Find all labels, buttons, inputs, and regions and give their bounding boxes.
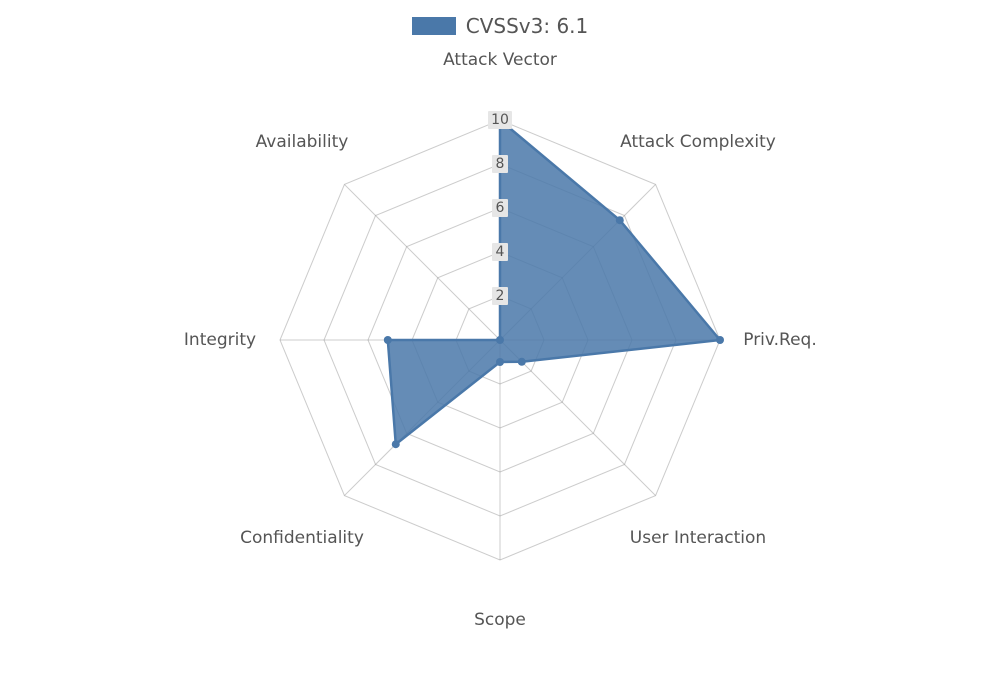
legend-swatch: [412, 17, 456, 35]
legend: CVSSv3: 6.1: [0, 14, 1000, 38]
axis-label: Priv.Req.: [743, 330, 817, 350]
axis-label: Attack Vector: [443, 50, 557, 70]
axis-label: Attack Complexity: [620, 132, 776, 152]
axis-label: User Interaction: [630, 528, 766, 548]
axis-label: Availability: [256, 132, 349, 152]
radar-chart-container: CVSSv3: 6.1 Attack Vector Attack Complexi…: [0, 0, 1000, 700]
axis-label: Confidentiality: [240, 528, 364, 548]
axis-label: Integrity: [184, 330, 256, 350]
legend-label: CVSSv3: 6.1: [466, 14, 589, 38]
tick-label: 6: [494, 200, 507, 216]
tick-label: 4: [494, 244, 507, 260]
tick-label: 2: [494, 288, 507, 304]
axis-label: Scope: [474, 610, 526, 630]
tick-label: 10: [489, 112, 511, 128]
tick-label: 8: [494, 156, 507, 172]
radar-svg: [0, 0, 1000, 700]
